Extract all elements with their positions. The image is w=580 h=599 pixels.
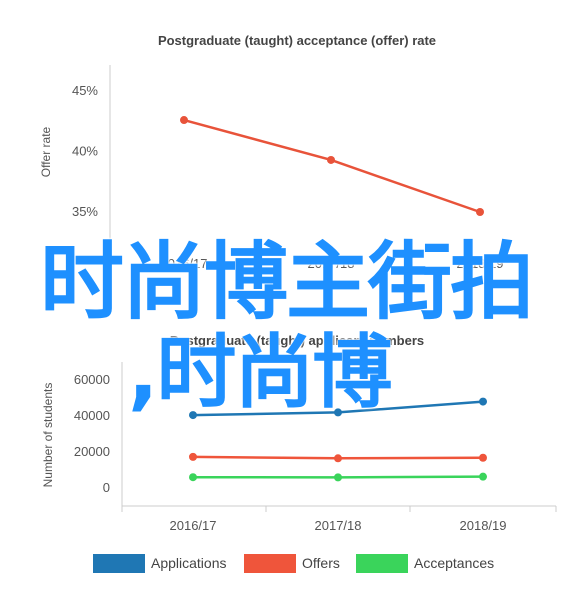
- chart1-y-tick-label: 35%: [72, 204, 98, 219]
- chart1-x-tick-label: 2017/18: [308, 256, 355, 271]
- chart2-data-point[interactable]: [189, 452, 197, 461]
- chart1-y-axis-label: Offer rate: [39, 126, 53, 177]
- chart1-y-tick-label: 45%: [72, 83, 98, 98]
- chart2-data-point[interactable]: [334, 473, 342, 482]
- chart2-title: Postgraduate (taught) applicant numbers: [170, 333, 424, 348]
- legend-swatch[interactable]: [356, 554, 408, 573]
- chart2-y-tick-label: 40000: [74, 408, 110, 423]
- legend-swatch[interactable]: [244, 554, 296, 573]
- legend-swatch[interactable]: [93, 554, 145, 573]
- chart2-data-point[interactable]: [334, 454, 342, 463]
- offer-rate-chart: Postgraduate (taught) acceptance (offer)…: [39, 33, 504, 271]
- legend-label[interactable]: Acceptances: [414, 555, 494, 571]
- chart1-data-point[interactable]: [327, 155, 335, 164]
- chart2-data-point[interactable]: [189, 411, 197, 420]
- chart1-data-point[interactable]: [476, 208, 484, 216]
- chart2-x-tick-label: 2016/17: [170, 518, 217, 533]
- legend-label[interactable]: Applications: [151, 555, 227, 571]
- chart1-x-tick-label: 2016/17: [161, 256, 208, 271]
- chart2-data-point[interactable]: [479, 397, 487, 406]
- chart2-data-point[interactable]: [479, 453, 487, 462]
- chart1-y-tick-label: 40%: [72, 144, 98, 159]
- chart2-data-point[interactable]: [479, 472, 487, 481]
- chart2-y-tick-label: 60000: [74, 372, 110, 387]
- chart2-y-axis-label: Number of students: [41, 383, 55, 488]
- chart1-title: Postgraduate (taught) acceptance (offer)…: [158, 33, 436, 48]
- legend-label[interactable]: Offers: [302, 555, 340, 571]
- applicant-numbers-chart: Postgraduate (taught) applicant numbers …: [41, 333, 557, 573]
- chart2-y-tick-label: 0: [103, 480, 110, 495]
- chart1-series-line: [183, 118, 481, 214]
- chart2-data-point[interactable]: [189, 473, 197, 482]
- chart1-x-tick-label: 2018/19: [457, 256, 504, 271]
- chart2-y-tick-label: 20000: [74, 444, 110, 459]
- chart1-data-point[interactable]: [180, 116, 188, 125]
- chart2-x-tick-label: 2017/18: [315, 518, 362, 533]
- chart2-data-point[interactable]: [334, 408, 342, 417]
- chart2-x-tick-label: 2018/19: [460, 518, 507, 533]
